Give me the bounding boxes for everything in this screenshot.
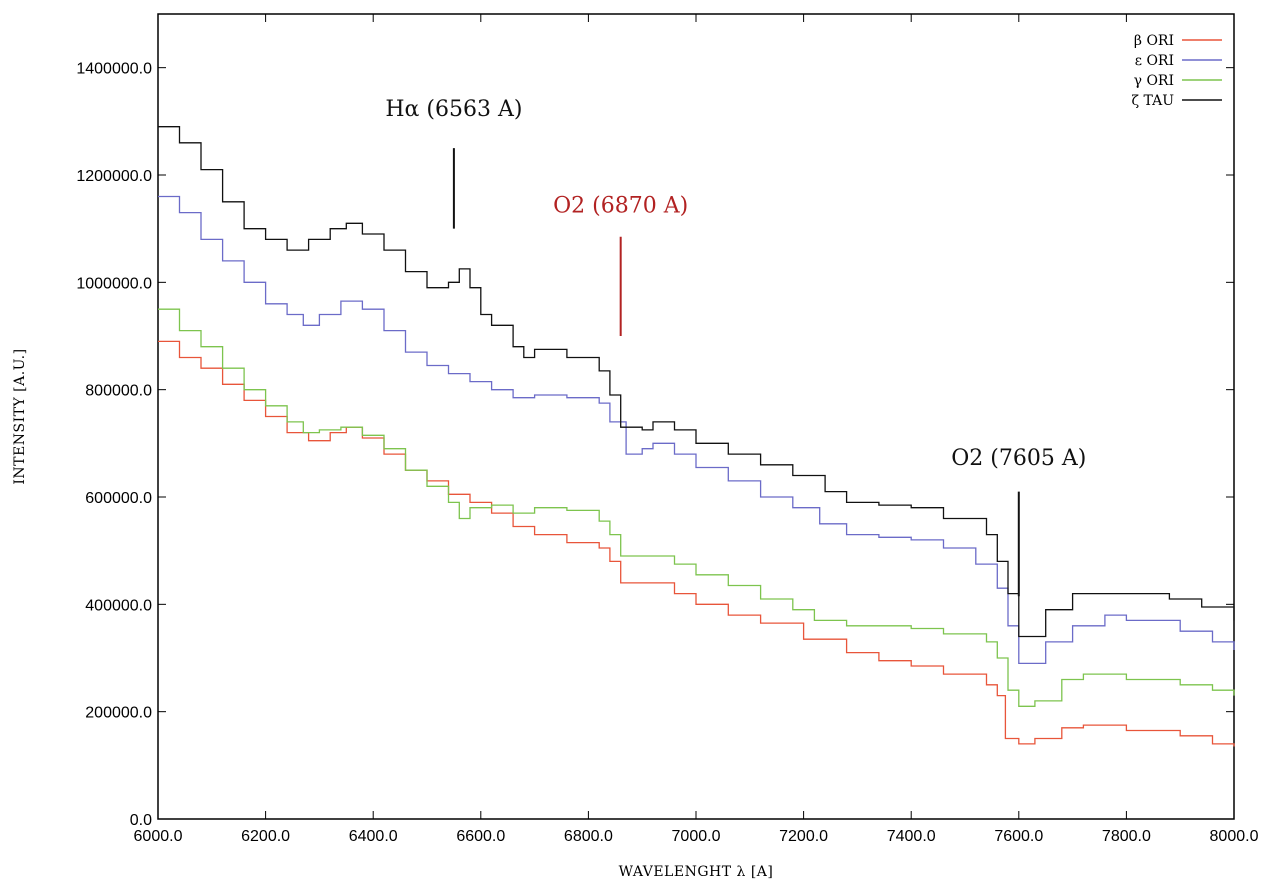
x-tick-label: 6800.0: [564, 828, 613, 845]
x-tick-label: 6400.0: [349, 828, 398, 845]
legend-label-1: β ORI: [1134, 33, 1174, 49]
y-tick-label: 600000.0: [85, 490, 152, 507]
x-axis-label: WAVELENGHT λ [A]: [619, 864, 774, 880]
x-tick-label: 7800.0: [1102, 828, 1151, 845]
annotation-label-1: Hα (6563 A): [385, 97, 522, 122]
x-tick-label: 6000.0: [134, 828, 183, 845]
x-tick-label: 7200.0: [779, 828, 828, 845]
axis-ticks: 6000.0 6200.0 6400.0 6600.0 6800.0 7000.0 7200…: [76, 14, 1259, 845]
y-tick-label: 800000.0: [85, 383, 152, 400]
x-tick-label: 6200.0: [241, 828, 290, 845]
y-tick-label: 1400000.0: [76, 61, 152, 78]
x-tick-label: 7000.0: [672, 828, 721, 845]
x-tick-label: 7600.0: [994, 828, 1043, 845]
plot-frame: [157, 13, 1235, 820]
y-tick-label: 200000.0: [85, 705, 152, 722]
y-tick-label: 1000000.0: [76, 275, 152, 292]
y-tick-label: 0.0: [130, 812, 152, 829]
y-axis-label: INTENSITY [A.U.]: [12, 348, 28, 484]
legend-label-2: ε ORI: [1135, 53, 1174, 69]
annotations-group: Hα (6563 A) O2 (6870 A) O2 (7605 A): [385, 97, 1086, 597]
legend: β ORI ε ORI γ ORI ζ TAU: [1131, 33, 1222, 109]
series-group: [158, 126, 1235, 747]
legend-label-3: γ ORI: [1134, 73, 1174, 89]
x-tick-label: 7400.0: [887, 828, 936, 845]
y-tick-label: 400000.0: [85, 597, 152, 614]
annotation-label-3: O2 (7605 A): [951, 446, 1086, 471]
annotation-label-2: O2 (6870 A): [553, 194, 688, 219]
legend-label-4: ζ TAU: [1131, 93, 1174, 109]
x-tick-label: 6600.0: [456, 828, 505, 845]
x-tick-label: 8000.0: [1210, 828, 1259, 845]
series-line-1: [158, 340, 1235, 747]
series-line-2: [158, 195, 1235, 665]
series-line-4: [158, 126, 1235, 638]
series-line-3: [158, 308, 1235, 707]
y-tick-label: 1200000.0: [76, 168, 152, 185]
